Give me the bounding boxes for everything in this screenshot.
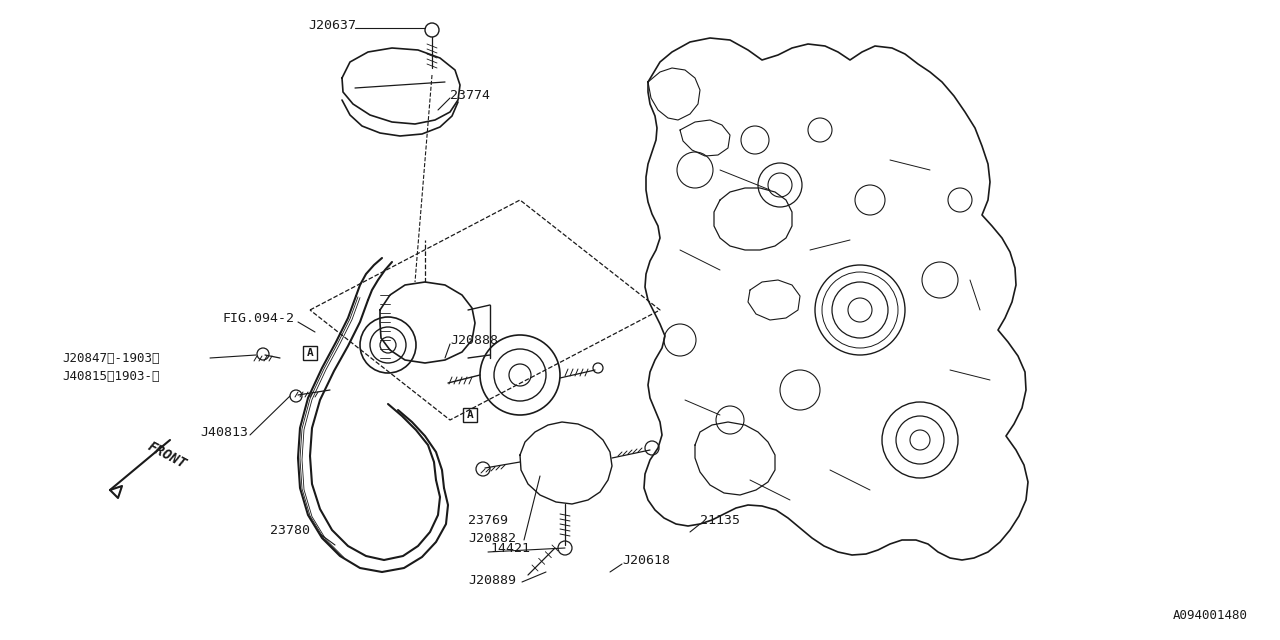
Text: J20847「-1903」: J20847「-1903」	[61, 351, 160, 365]
Text: A094001480: A094001480	[1172, 609, 1248, 622]
Text: J40813: J40813	[200, 426, 248, 438]
Text: 23774: 23774	[451, 88, 490, 102]
Text: 23769: 23769	[468, 513, 508, 527]
Text: J20889: J20889	[468, 573, 516, 586]
Text: A: A	[467, 410, 474, 420]
Text: 14421: 14421	[490, 541, 530, 554]
Text: 23780: 23780	[270, 524, 310, 536]
Text: FIG.094-2: FIG.094-2	[221, 312, 294, 324]
Text: A: A	[307, 348, 314, 358]
Text: FRONT: FRONT	[145, 439, 188, 471]
Text: J20882: J20882	[468, 531, 516, 545]
Text: J40815「1903-」: J40815「1903-」	[61, 369, 160, 383]
Text: 21135: 21135	[700, 513, 740, 527]
Text: J20888: J20888	[451, 333, 498, 346]
Text: J20637: J20637	[308, 19, 356, 31]
Text: J20618: J20618	[622, 554, 669, 566]
